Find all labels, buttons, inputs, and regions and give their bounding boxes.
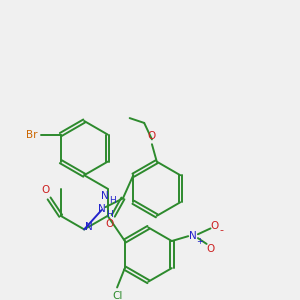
Text: N: N: [98, 204, 106, 214]
Text: H: H: [109, 196, 116, 205]
Text: -: -: [219, 225, 223, 236]
Text: N: N: [101, 190, 109, 200]
Text: Br: Br: [26, 130, 38, 140]
Text: N: N: [85, 223, 93, 232]
Text: Cl: Cl: [112, 291, 122, 300]
Text: O: O: [105, 219, 113, 229]
Text: N: N: [189, 231, 197, 241]
Text: O: O: [41, 185, 49, 195]
Text: O: O: [206, 244, 214, 254]
Text: O: O: [210, 220, 218, 230]
Text: +: +: [196, 238, 203, 247]
Text: H: H: [106, 210, 113, 219]
Text: O: O: [148, 131, 156, 142]
